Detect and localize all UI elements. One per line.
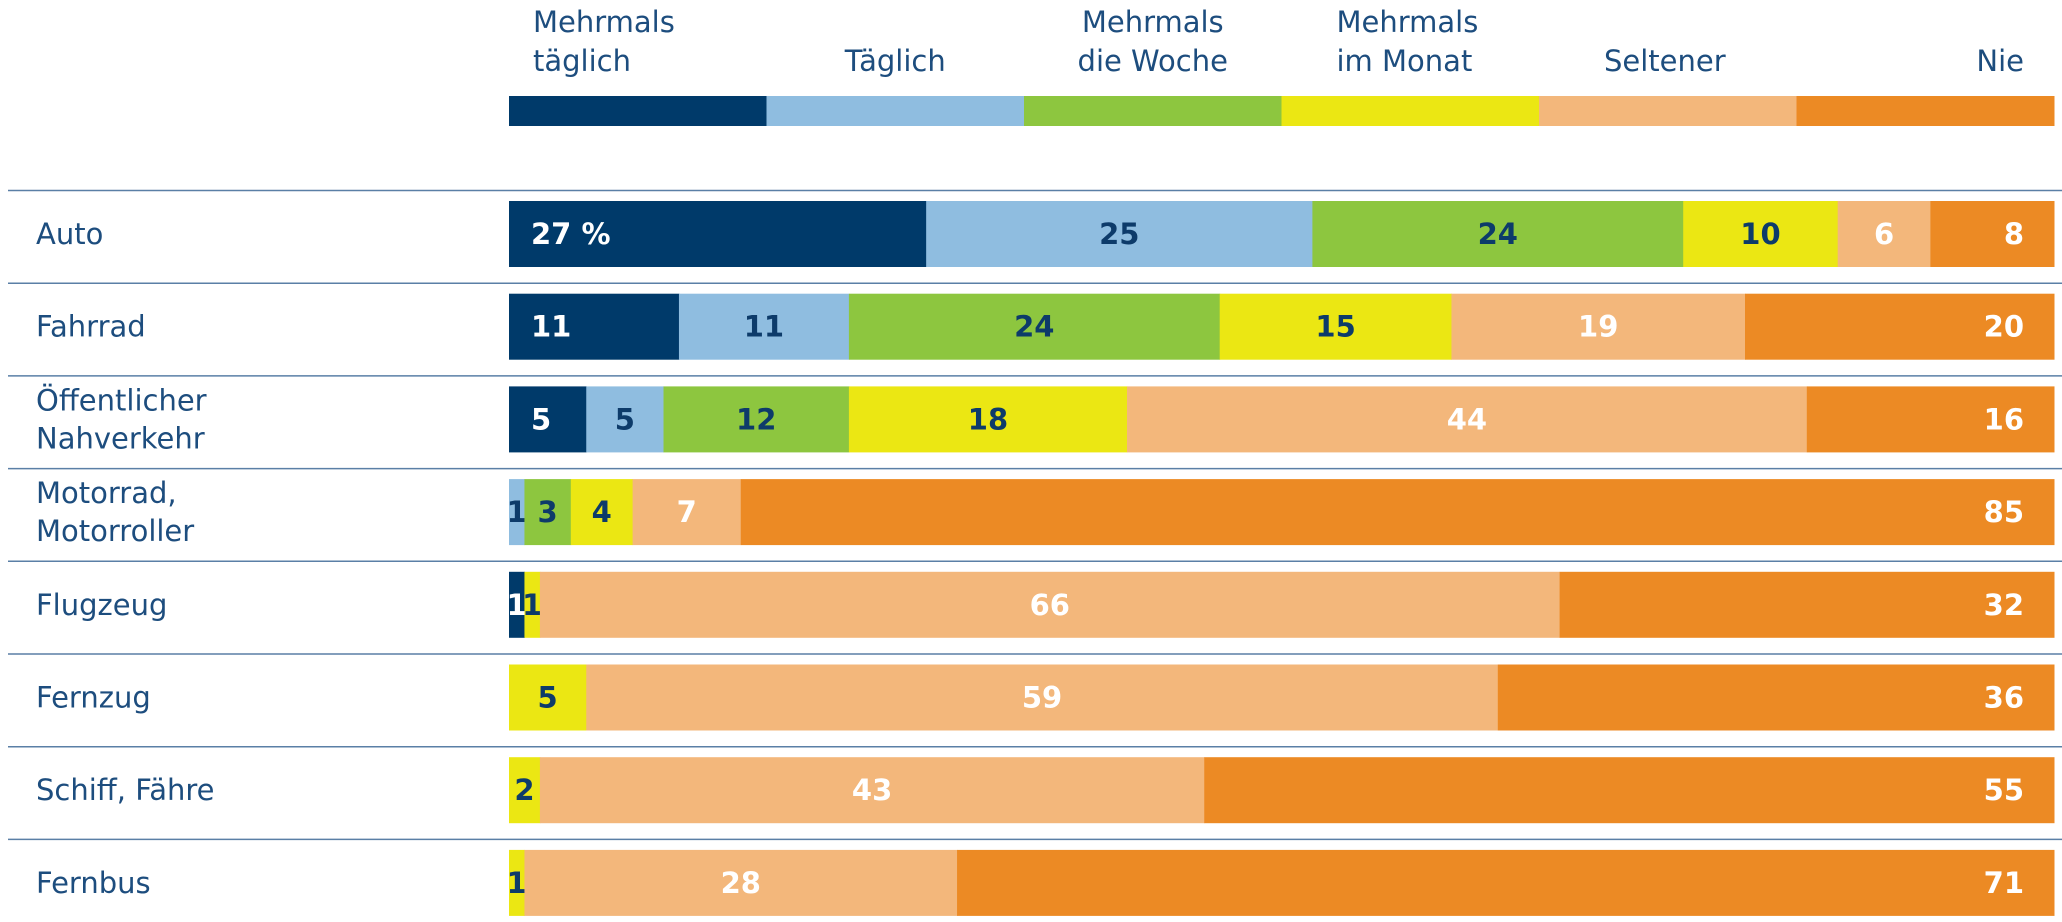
bar-segment — [848, 293, 1221, 360]
value-label: 12 — [736, 402, 776, 436]
legend-label: Seltener — [1604, 44, 1726, 78]
bar-segment — [586, 664, 1499, 731]
value-label: 66 — [1030, 588, 1070, 622]
legend-label: Nie — [1976, 44, 2024, 78]
value-label: 55 — [1984, 773, 2024, 807]
bar-segment — [509, 664, 587, 731]
bar-segment — [1204, 757, 2055, 824]
category-label: Flugzeug — [36, 588, 167, 622]
bar-segment — [678, 293, 850, 360]
bar-segment — [509, 293, 680, 360]
value-label: 10 — [1740, 217, 1780, 251]
bar-segment — [1219, 293, 1452, 360]
value-label: 5 — [531, 402, 551, 436]
bar-segment — [509, 849, 525, 916]
value-label: 43 — [852, 773, 892, 807]
category-label: Motorrad, Motorroller — [36, 476, 194, 548]
bar-segment — [539, 571, 1561, 638]
value-label: 8 — [2004, 217, 2024, 251]
value-label: 18 — [968, 402, 1008, 436]
value-label: 20 — [1984, 310, 2024, 344]
value-label: 1 — [507, 866, 527, 900]
legend-label: Mehrmals täglich — [533, 5, 675, 78]
value-label: 2 — [514, 773, 534, 807]
bar-segment — [1806, 386, 2055, 453]
category-label: Fernzug — [36, 681, 151, 715]
legend-label: Mehrmals die Woche — [1078, 5, 1228, 78]
legend-swatch — [766, 96, 1025, 126]
value-label: 19 — [1578, 310, 1618, 344]
bar-segment — [509, 757, 541, 824]
value-label: 44 — [1447, 402, 1487, 436]
value-label: 1 — [507, 495, 527, 529]
value-label: 32 — [1984, 588, 2024, 622]
legend-label: Täglich — [844, 44, 946, 78]
value-label: 85 — [1984, 495, 2024, 529]
bar-segment — [1745, 293, 2055, 360]
legend-swatch — [1281, 96, 1540, 126]
bar-segment — [524, 849, 958, 916]
legend-swatch — [509, 96, 767, 126]
bar-segment — [1451, 293, 1746, 360]
category-label: Fahrrad — [36, 310, 146, 344]
bar-segment — [1837, 201, 1931, 267]
bar-segment — [524, 571, 541, 638]
legend-label: Mehrmals im Monat — [1337, 5, 1479, 78]
value-label: 24 — [1014, 310, 1054, 344]
bar-segment — [740, 479, 2055, 546]
bar-segment — [524, 479, 572, 546]
category-label: Fernbus — [36, 866, 151, 900]
bar-segment — [632, 479, 742, 546]
value-label: 59 — [1022, 681, 1062, 715]
bar-segment — [957, 849, 2055, 916]
legend-swatch — [1796, 96, 2055, 126]
value-label: 7 — [677, 495, 697, 529]
value-label: 24 — [1478, 217, 1518, 251]
legend-swatch — [1024, 96, 1282, 126]
category-label: Öffentlicher Nahverkehr — [36, 383, 207, 455]
bar-segment — [509, 386, 587, 453]
value-label: 4 — [592, 495, 612, 529]
category-label: Schiff, Fähre — [36, 773, 215, 807]
value-label: 6 — [1874, 217, 1894, 251]
value-label: 5 — [538, 681, 558, 715]
value-label: 3 — [538, 495, 558, 529]
bar-segment — [848, 386, 1128, 453]
value-label: 27 % — [531, 217, 611, 251]
bar-segment — [1127, 386, 1808, 453]
bar-segment — [1497, 664, 2055, 731]
category-label: Auto — [36, 217, 103, 251]
bar-segment — [1312, 201, 1684, 267]
value-label: 36 — [1984, 681, 2024, 715]
value-label: 16 — [1984, 402, 2024, 436]
bar-segment — [1559, 571, 2055, 638]
bar-segment — [509, 201, 927, 267]
bar-segment — [539, 757, 1205, 824]
value-label: 15 — [1315, 310, 1355, 344]
value-label: 5 — [615, 402, 635, 436]
value-label: 28 — [721, 866, 761, 900]
bar-segment — [586, 386, 664, 453]
value-label: 25 — [1099, 217, 1139, 251]
value-label: 11 — [531, 310, 571, 344]
bar-segment — [509, 571, 525, 638]
bar-segment — [926, 201, 1313, 267]
value-label: 1 — [522, 588, 542, 622]
legend-swatch — [1539, 96, 1797, 126]
value-label: 1 — [507, 588, 527, 622]
bar-segment — [1683, 201, 1839, 267]
bar-segment — [663, 386, 850, 453]
value-label: 11 — [744, 310, 784, 344]
bar-segment — [570, 479, 634, 546]
bar-segment — [1930, 201, 2055, 267]
bar-segment — [509, 479, 525, 546]
value-label: 71 — [1984, 866, 2024, 900]
